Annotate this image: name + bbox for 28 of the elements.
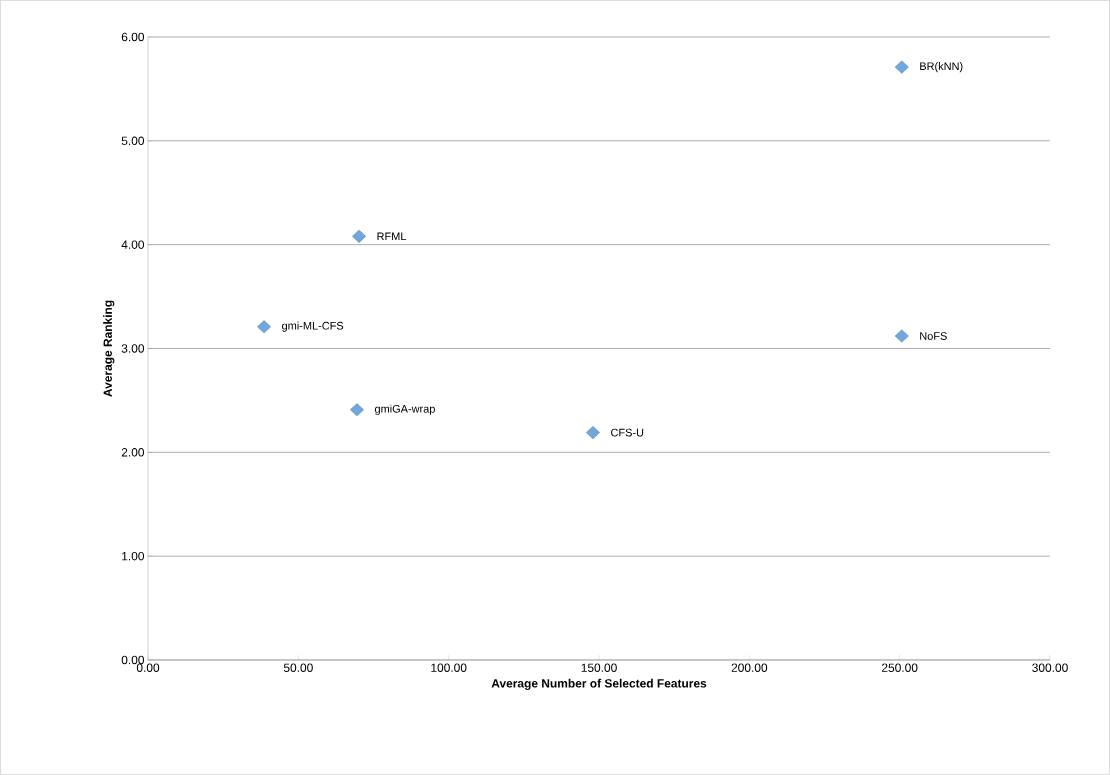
y-tick-label: 3.00 [121, 344, 145, 353]
annotation: RFML [377, 232, 407, 241]
y-tick-label: 6.00 [121, 32, 145, 42]
annotation: gmi-ML-CFS [282, 321, 344, 332]
x-tick-label: 150.00 [581, 663, 617, 672]
x-axis-title: Average Number of Selected Features [491, 678, 707, 690]
point [350, 403, 364, 417]
annotation: gmiGA-wrap [374, 404, 435, 415]
y-tick-label: 4.00 [121, 240, 145, 249]
y-tick-label: 0.00 [121, 655, 145, 665]
x-tick-label: 200.00 [731, 663, 768, 672]
annotation: BR(kNN) [920, 62, 963, 73]
point [352, 229, 367, 243]
y-axis-title: Average Ranking [103, 300, 115, 397]
x-tick-label: 300.00 [1032, 663, 1068, 672]
y-tick-label: 2.00 [121, 448, 145, 457]
point [894, 60, 909, 74]
point [894, 329, 909, 343]
x-tick-label: 0.00 [136, 663, 160, 672]
annotation: CFS-U [611, 428, 644, 437]
x-tick-label: 50.00 [283, 663, 313, 672]
annotation: NoFS [920, 332, 947, 340]
x-tick-label: 250.00 [881, 663, 918, 672]
y-tick-label: 5.00 [121, 136, 145, 146]
y-tick-label: 1.00 [122, 551, 145, 561]
x-tick-label: 100.00 [431, 663, 467, 672]
point [257, 320, 272, 334]
point [586, 426, 600, 440]
